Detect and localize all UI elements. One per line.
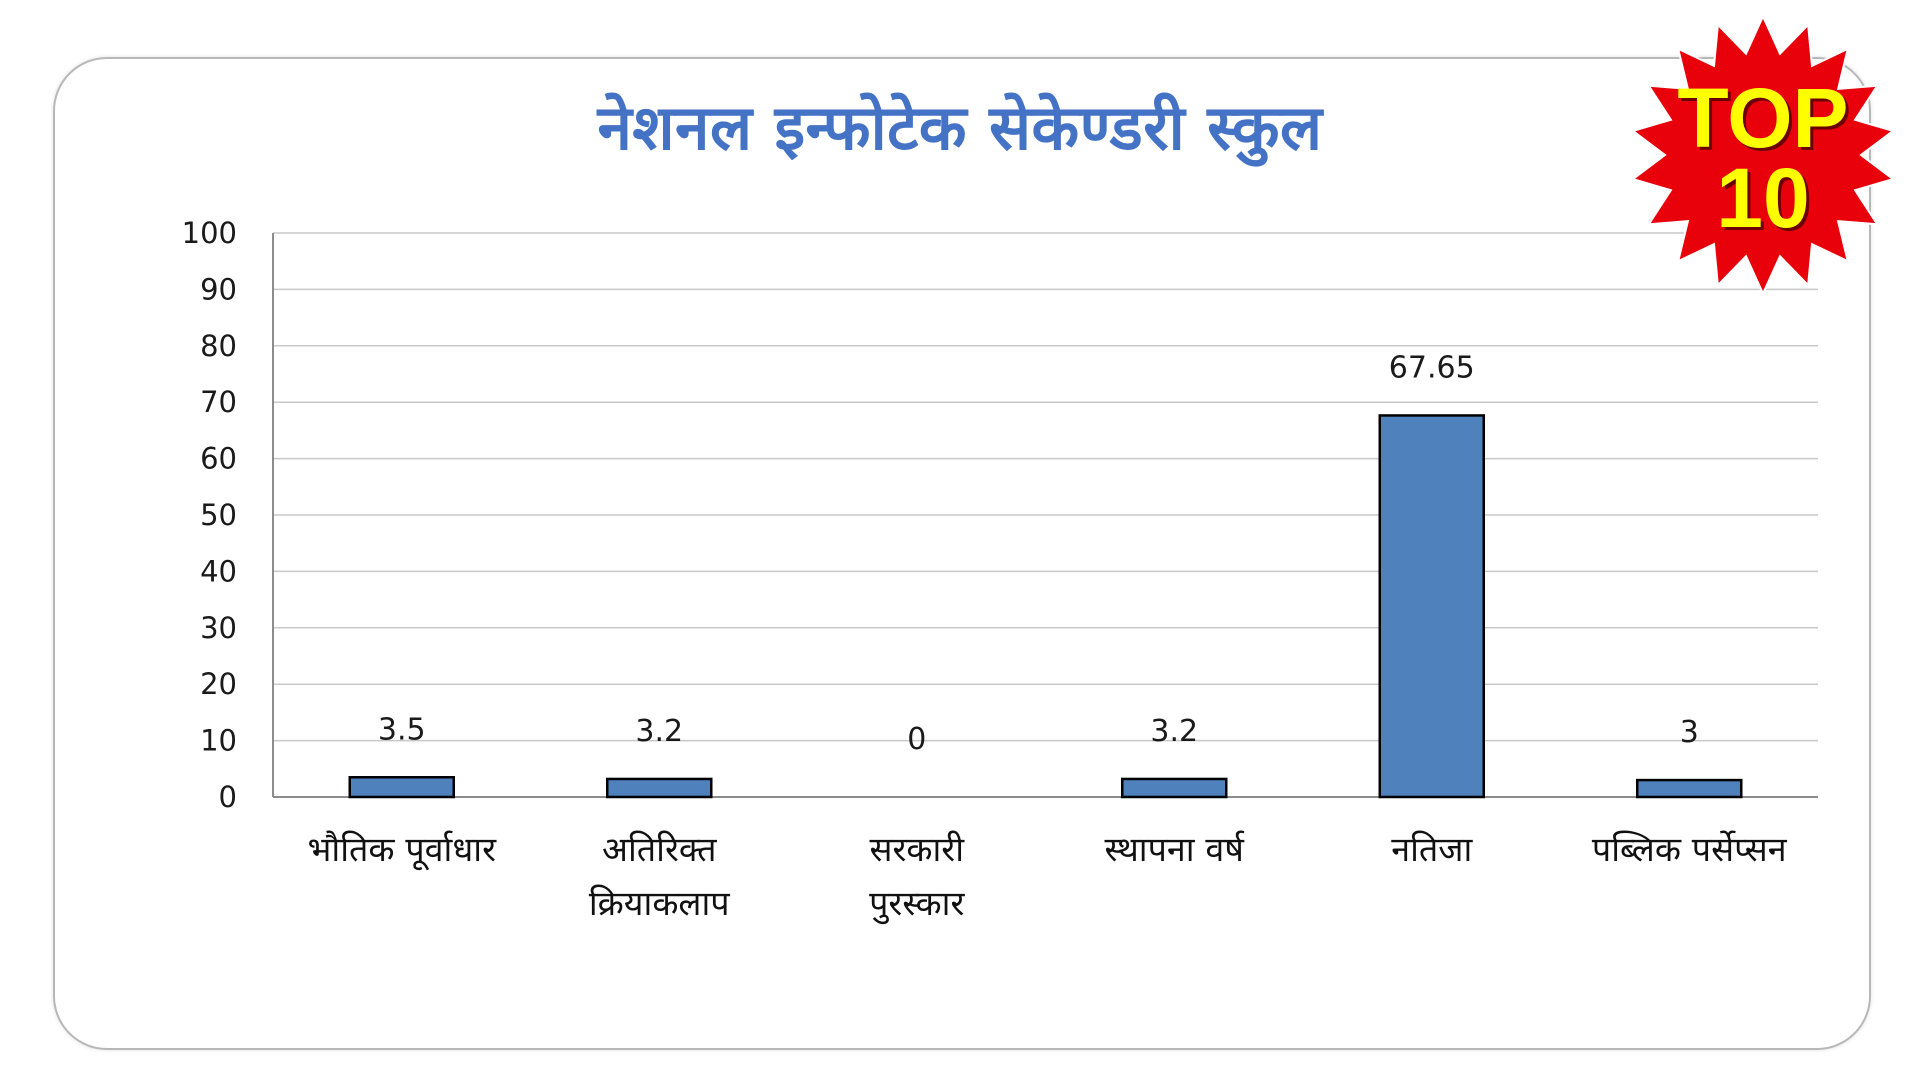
y-tick-label: 30	[200, 611, 237, 645]
y-tick-label: 50	[200, 498, 237, 532]
data-label-2: 0	[907, 722, 926, 757]
bar-4	[1378, 414, 1485, 799]
x-category-label: भौतिक पूर्वाधार	[308, 830, 498, 871]
top10-starburst-badge	[1630, 13, 1896, 297]
x-category-label: नतिजा	[1391, 830, 1473, 870]
bar-0	[348, 776, 455, 799]
chart-title: नेशनल इन्फोटेक सेकेण्डरी स्कुल	[597, 91, 1323, 164]
y-tick-label: 90	[200, 272, 237, 306]
x-category-label: सरकारी	[869, 830, 965, 870]
data-label-4: 67.65	[1389, 350, 1475, 385]
y-tick-label: 10	[200, 724, 237, 758]
x-category-label: पब्लिक पर्सेप्सन	[1592, 830, 1788, 870]
y-tick-label: 100	[182, 216, 237, 250]
y-tick-label: 80	[200, 329, 237, 363]
y-tick-label: 20	[200, 667, 237, 701]
y-tick-label: 70	[200, 385, 237, 419]
data-label-5: 3	[1680, 715, 1699, 750]
badge-line-top: TOP	[1677, 71, 1849, 165]
data-label-1: 3.2	[635, 714, 683, 749]
x-category-label: स्थापना वर्ष	[1105, 830, 1246, 870]
x-category-label: अतिरिक्त	[602, 830, 717, 870]
data-label-3: 3.2	[1150, 714, 1198, 749]
chart-frame	[53, 57, 1871, 1050]
y-tick-label: 0	[219, 780, 237, 814]
badge-line-10: 10	[1716, 151, 1810, 245]
x-category-label: पुरस्कार	[869, 884, 965, 925]
y-tick-label: 40	[200, 554, 237, 588]
data-label-0: 3.5	[378, 712, 426, 747]
x-category-label: क्रियाकलाप	[589, 884, 730, 924]
bar-5	[1636, 778, 1743, 799]
bar-1	[606, 777, 713, 799]
top10-badge-text: TOP 10	[1628, 71, 1898, 245]
y-tick-label: 60	[200, 442, 237, 476]
bar-3	[1121, 777, 1228, 799]
